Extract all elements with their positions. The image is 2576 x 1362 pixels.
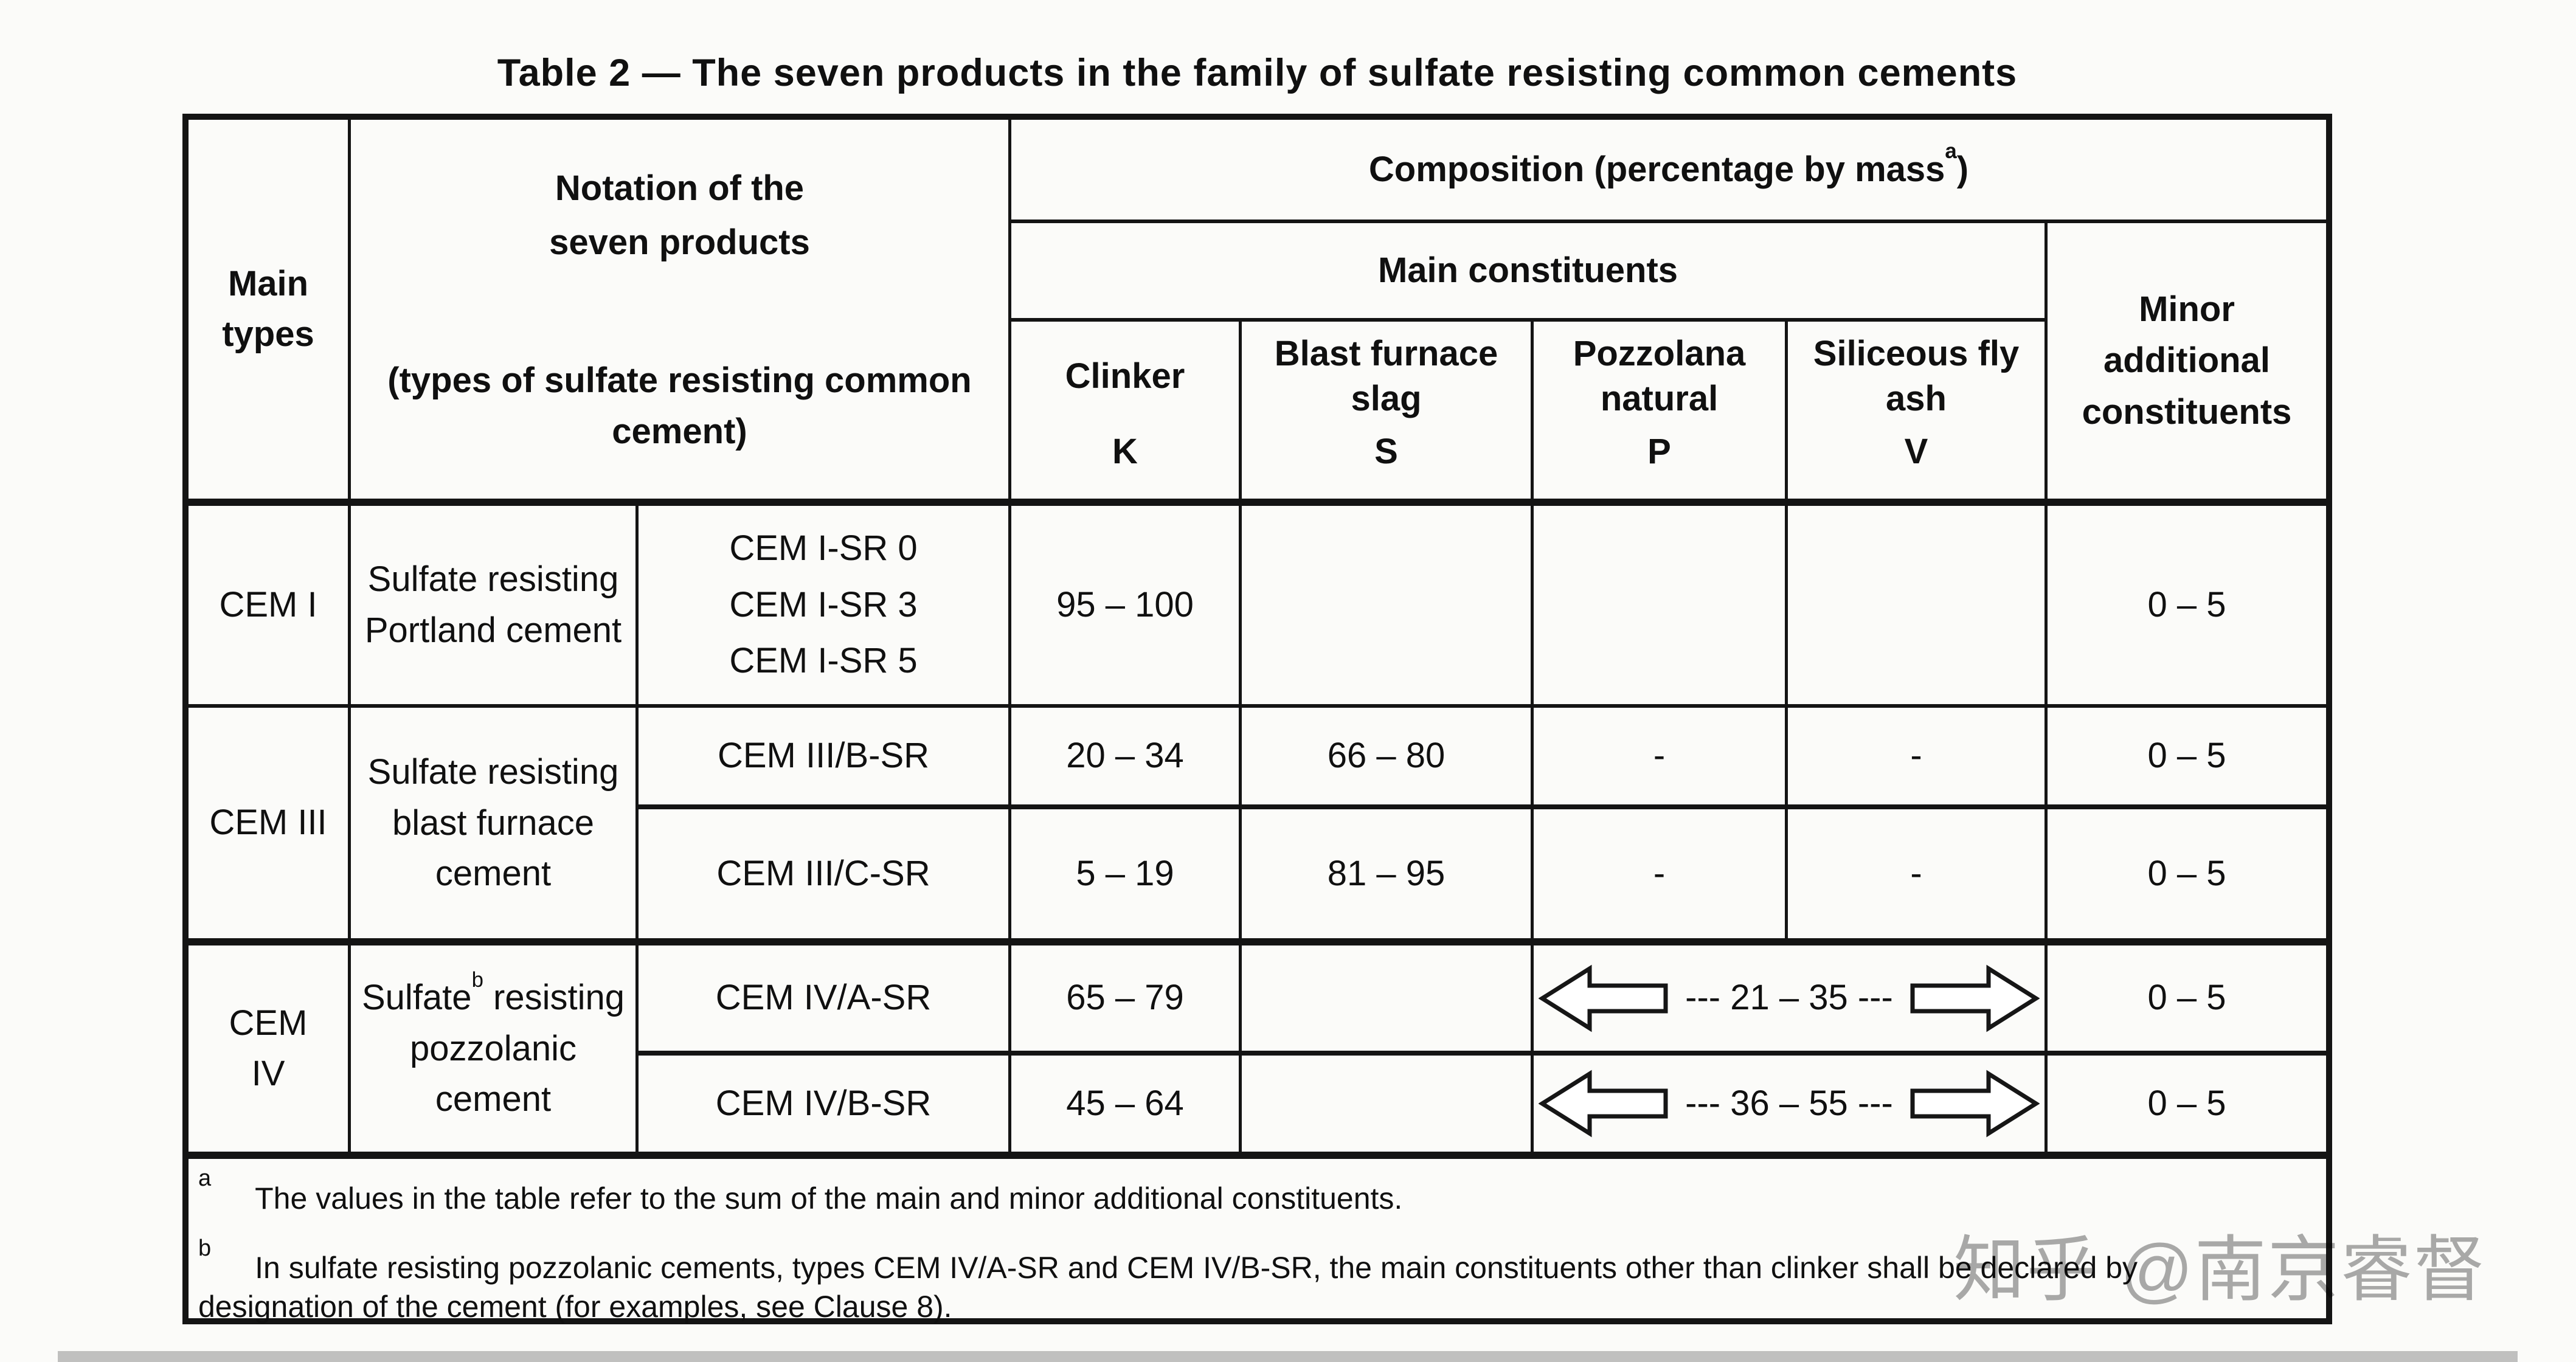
cell-cem4-desc: Sulfateb resisting pozzolanic cement bbox=[351, 945, 639, 1159]
footnote-a: a The values in the table refer to the su… bbox=[198, 1166, 2229, 1218]
header-col-clinker: Clinker K bbox=[1011, 322, 1242, 506]
footnote-b: bIn sulfate resisting pozzolanic cements… bbox=[198, 1236, 2229, 1327]
cell-cem1-minor: 0 – 5 bbox=[2048, 506, 2326, 708]
cell-cem3-type: CEM III bbox=[189, 708, 351, 945]
footnotes-section: a The values in the table refer to the su… bbox=[189, 1159, 2326, 1324]
range-value: --- 36 – 55 --- bbox=[1685, 1083, 1893, 1123]
col-slag-symbol: S bbox=[1374, 431, 1398, 471]
header-notation-types-line2: cement) bbox=[612, 412, 747, 452]
col-flyash-symbol: V bbox=[1904, 431, 1928, 471]
cell-cem3-desc: Sulfate resisting blast furnace cement bbox=[351, 708, 639, 945]
notation-cem1-sr5: CEM I-SR 5 bbox=[729, 641, 918, 681]
cell-cem4a-minor: 0 – 5 bbox=[2048, 945, 2326, 1056]
cell-cem4b-pozzolana-flyash-range: --- 36 – 55 --- bbox=[1534, 1056, 2048, 1159]
cell-cem4b-notation: CEM IV/B-SR bbox=[639, 1056, 1011, 1159]
bottom-strip bbox=[58, 1351, 2518, 1362]
watermark: 知乎 @南京睿督 bbox=[1953, 1230, 2487, 1310]
header-col-slag: Blast furnace slag S bbox=[1242, 322, 1534, 506]
cell-cem3c-pozzolana: - bbox=[1534, 809, 1788, 945]
notation-cem1-sr0: CEM I-SR 0 bbox=[729, 528, 918, 568]
header-minor-additional-label: Minor additional constituents bbox=[2082, 289, 2292, 432]
col-clinker-symbol: K bbox=[1112, 431, 1138, 471]
range-arrow-right-icon bbox=[1910, 1070, 2040, 1138]
cell-cem3b-minor: 0 – 5 bbox=[2048, 708, 2326, 809]
footnote-a-marker: a bbox=[198, 1166, 212, 1191]
cell-cem4-type: CEM IV bbox=[189, 945, 351, 1159]
cell-cem1-flyash bbox=[1788, 506, 2048, 708]
cell-cem3b-notation: CEM III/B-SR bbox=[639, 708, 1011, 809]
cell-cem3b-slag: 66 – 80 bbox=[1242, 708, 1534, 809]
cem4-footnote-ref: b bbox=[471, 967, 483, 992]
header-main-types: Main types bbox=[189, 120, 351, 506]
cement-products-table: Main types Notation of the seven product… bbox=[182, 114, 2332, 1324]
range-arrow-right-icon bbox=[1910, 964, 2040, 1032]
cell-cem4a-slag bbox=[1242, 945, 1534, 1056]
cell-cem1-notations: CEM I-SR 0 CEM I-SR 3 CEM I-SR 5 bbox=[639, 506, 1011, 708]
header-main-constituents: Main constituents bbox=[1011, 223, 2048, 322]
range-arrow-left-icon bbox=[1539, 1070, 1668, 1138]
header-notation-line1: Notation of the bbox=[555, 168, 805, 208]
range-value: --- 21 – 35 --- bbox=[1685, 978, 1893, 1018]
col-pozzolana-symbol: P bbox=[1647, 431, 1671, 471]
cell-cem4a-notation: CEM IV/A-SR bbox=[639, 945, 1011, 1056]
header-notation-types-line1: (types of sulfate resisting common bbox=[387, 361, 972, 401]
header-notation-line2: seven products bbox=[549, 223, 810, 263]
col-clinker-name: Clinker bbox=[1065, 356, 1185, 396]
header-main-types-label: Main types bbox=[222, 264, 314, 354]
range-arrow-left-icon bbox=[1539, 964, 1668, 1032]
cell-cem3c-minor: 0 – 5 bbox=[2048, 809, 2326, 945]
col-pozzolana-name: Pozzolana natural bbox=[1573, 334, 1746, 419]
header-composition-label: Composition (percentage by massa) bbox=[1368, 139, 1969, 189]
cell-cem1-slag bbox=[1242, 506, 1534, 708]
header-col-flyash: Siliceous fly ash V bbox=[1788, 322, 2048, 506]
cell-cem1-clinker: 95 – 100 bbox=[1011, 506, 1242, 708]
cell-cem1-desc: Sulfate resisting Portland cement bbox=[351, 506, 639, 708]
header-col-pozzolana: Pozzolana natural P bbox=[1534, 322, 1788, 506]
cell-cem4a-clinker: 65 – 79 bbox=[1011, 945, 1242, 1056]
col-flyash-name: Siliceous fly ash bbox=[1813, 334, 2020, 419]
cell-cem3b-pozzolana: - bbox=[1534, 708, 1788, 809]
header-main-constituents-label: Main constituents bbox=[1377, 250, 1678, 290]
header-notation: Notation of the seven products (types of… bbox=[351, 120, 1011, 506]
cell-cem1-type: CEM I bbox=[189, 506, 351, 708]
cell-cem3c-slag: 81 – 95 bbox=[1242, 809, 1534, 945]
footnote-b-marker: b bbox=[198, 1235, 212, 1261]
cell-cem3c-flyash: - bbox=[1788, 809, 2048, 945]
cell-cem3b-clinker: 20 – 34 bbox=[1011, 708, 1242, 809]
cell-cem4b-slag bbox=[1242, 1056, 1534, 1159]
cell-cem4a-pozzolana-flyash-range: --- 21 – 35 --- bbox=[1534, 945, 2048, 1056]
cell-cem3c-notation: CEM III/C-SR bbox=[639, 809, 1011, 945]
notation-cem1-sr3: CEM I-SR 3 bbox=[729, 584, 918, 624]
footnote-a-text: The values in the table refer to the sum… bbox=[255, 1181, 1403, 1215]
header-minor-additional: Minor additional constituents bbox=[2048, 223, 2326, 506]
header-composition: Composition (percentage by massa) bbox=[1011, 120, 2326, 223]
cell-cem3c-clinker: 5 – 19 bbox=[1011, 809, 1242, 945]
cell-cem3b-flyash: - bbox=[1788, 708, 2048, 809]
col-slag-name: Blast furnace slag bbox=[1274, 334, 1498, 419]
cell-cem4b-minor: 0 – 5 bbox=[2048, 1056, 2326, 1159]
footnote-b-text: In sulfate resisting pozzolanic cements,… bbox=[198, 1251, 2138, 1324]
cell-cem4b-clinker: 45 – 64 bbox=[1011, 1056, 1242, 1159]
table-title: Table 2 — The seven products in the fami… bbox=[497, 52, 2018, 94]
composition-footnote-ref: a bbox=[1945, 139, 1957, 164]
cell-cem1-pozzolana bbox=[1534, 506, 1788, 708]
